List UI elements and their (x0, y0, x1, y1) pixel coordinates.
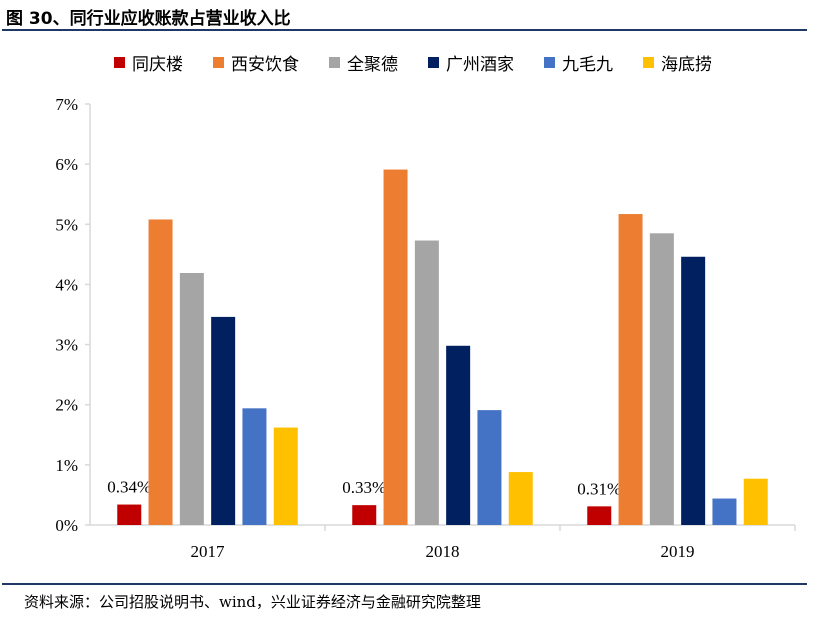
bar-4-2017 (211, 316, 236, 525)
y-tick-label: 2% (55, 396, 78, 415)
legend-label: 全聚德 (347, 55, 398, 75)
source-rule (2, 583, 807, 585)
bar-3-2017 (179, 273, 204, 525)
bar-1-2017 (117, 504, 142, 525)
bar-3-2018 (414, 240, 439, 525)
bar-2-2019 (618, 214, 643, 525)
legend-label: 九毛九 (562, 55, 613, 75)
source-note: 资料来源：公司招股说明书、wind，兴业证券经济与金融研究院整理 (24, 593, 481, 611)
bar-4-2019 (681, 256, 706, 525)
chart-legend: 同庆楼 西安饮食 全聚德 广州酒家 九毛九 海底捞 (0, 50, 826, 75)
legend-item: 海底捞 (643, 50, 712, 75)
y-tick-label: 6% (55, 155, 78, 174)
bar-2-2017 (148, 219, 173, 525)
legend-swatch (428, 57, 439, 68)
y-tick-label: 3% (55, 336, 78, 355)
legend-label: 广州酒家 (446, 55, 514, 75)
bar-6-2017 (273, 427, 298, 525)
legend-swatch (544, 57, 555, 68)
legend-item: 九毛九 (544, 50, 613, 75)
title-rule (2, 29, 807, 31)
x-tick-label: 2018 (426, 542, 460, 561)
data-label: 0.34% (107, 478, 151, 497)
legend-label: 海底捞 (661, 55, 712, 75)
bar-5-2019 (712, 498, 737, 525)
bar-5-2018 (477, 410, 502, 525)
x-tick-label: 2017 (191, 542, 226, 561)
data-label: 0.31% (577, 479, 621, 498)
legend-label: 西安饮食 (231, 55, 299, 75)
data-label: 0.33% (342, 478, 386, 497)
bar-5-2017 (242, 408, 267, 525)
bar-1-2019 (587, 506, 612, 525)
legend-swatch (114, 57, 125, 68)
y-tick-label: 0% (55, 516, 78, 535)
bar-3-2019 (649, 233, 674, 526)
bar-2-2018 (383, 169, 408, 525)
legend-swatch (329, 57, 340, 68)
legend-swatch (213, 57, 224, 68)
y-tick-label: 7% (55, 95, 78, 114)
legend-item: 广州酒家 (428, 50, 514, 75)
legend-item: 西安饮食 (213, 50, 299, 75)
legend-label: 同庆楼 (132, 55, 183, 75)
figure-title: 图 30、同行业应收账款占营业收入比 (6, 9, 291, 29)
x-tick-label: 2019 (661, 542, 695, 561)
y-tick-label: 1% (55, 456, 78, 475)
bar-1-2018 (352, 505, 377, 525)
y-tick-label: 4% (55, 275, 78, 294)
bar-6-2018 (508, 472, 533, 525)
legend-item: 全聚德 (329, 50, 398, 75)
legend-swatch (643, 57, 654, 68)
bar-4-2018 (446, 345, 471, 525)
bar-6-2019 (743, 478, 768, 525)
y-tick-label: 5% (55, 215, 78, 234)
legend-item: 同庆楼 (114, 50, 183, 75)
